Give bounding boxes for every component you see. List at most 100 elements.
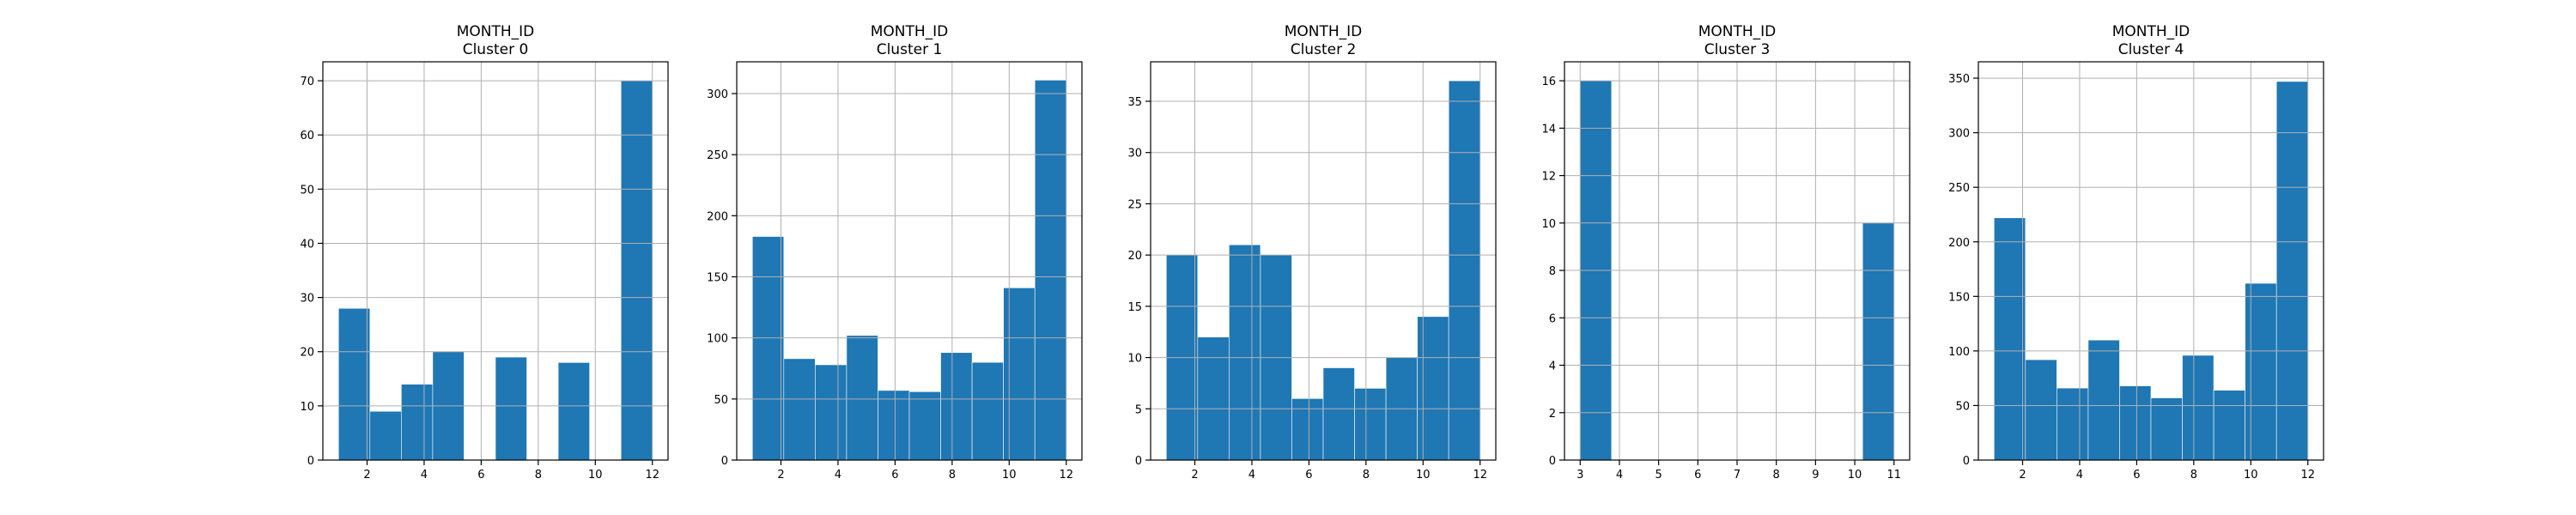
y-tick-label: 2 xyxy=(1549,408,1556,421)
y-tick-label: 70 xyxy=(300,76,314,88)
y-tick-label: 50 xyxy=(300,184,314,197)
histogram-bar xyxy=(1322,367,1355,461)
y-tick-label: 200 xyxy=(707,210,728,223)
histogram-bar xyxy=(1417,316,1449,461)
histogram-bar xyxy=(971,361,1004,461)
x-tick-label: 8 xyxy=(949,469,956,482)
y-tick-label: 30 xyxy=(300,293,314,306)
histogram-bar xyxy=(908,391,941,461)
x-tick-label: 10 xyxy=(588,469,603,482)
histogram-bar xyxy=(2057,387,2089,461)
histogram-bar xyxy=(815,364,848,461)
axes-frame xyxy=(1150,61,1497,461)
x-tick-label: 8 xyxy=(1773,469,1780,482)
x-tick-label: 10 xyxy=(2244,469,2258,482)
y-tick-label: 0 xyxy=(1135,455,1142,468)
y-tick-label: 12 xyxy=(1541,171,1556,184)
x-tick-label: 8 xyxy=(1363,469,1370,482)
x-tick-label: 6 xyxy=(1694,469,1701,482)
x-tick-label: 2 xyxy=(2019,469,2026,482)
x-tick-label: 10 xyxy=(1848,469,1862,482)
histogram-bar xyxy=(2182,354,2215,461)
histogram-bar xyxy=(878,390,910,461)
histogram-bar xyxy=(940,352,973,461)
y-tick-label: 300 xyxy=(1948,128,1970,141)
y-tick-label: 40 xyxy=(300,238,314,251)
chart-title: MONTH_ID xyxy=(1698,23,1777,40)
x-tick-label: 6 xyxy=(891,469,898,482)
histogram-bar xyxy=(2150,397,2183,461)
y-tick-label: 35 xyxy=(1127,96,1142,109)
x-tick-label: 4 xyxy=(2076,469,2083,482)
chart-title: MONTH_ID xyxy=(2112,23,2190,40)
x-tick-label: 3 xyxy=(1577,469,1583,482)
x-tick-label: 10 xyxy=(1002,469,1017,482)
histogram-bar xyxy=(557,362,590,461)
x-tick-label: 10 xyxy=(1416,469,1431,482)
x-tick-label: 6 xyxy=(1305,469,1312,482)
x-tick-label: 2 xyxy=(1191,469,1198,482)
x-tick-label: 12 xyxy=(1473,469,1487,482)
y-tick-label: 6 xyxy=(1549,312,1556,325)
chart-subtitle: Cluster 2 xyxy=(1291,41,1357,58)
chart-subtitle: Cluster 4 xyxy=(2118,41,2184,58)
axes-frame xyxy=(736,61,1083,461)
x-tick-label: 12 xyxy=(1059,469,1073,482)
histogram-bar xyxy=(1197,336,1230,461)
y-tick-label: 14 xyxy=(1541,123,1556,136)
y-tick-label: 150 xyxy=(707,272,728,285)
chart-subtitle: Cluster 3 xyxy=(1704,41,1771,58)
chart-title: MONTH_ID xyxy=(871,23,949,40)
y-tick-label: 350 xyxy=(1948,73,1970,86)
y-tick-label: 16 xyxy=(1541,76,1556,88)
x-tick-label: 12 xyxy=(645,469,659,482)
x-tick-label: 9 xyxy=(1812,469,1819,482)
histogram-bar xyxy=(1003,288,1036,461)
x-tick-label: 2 xyxy=(777,469,784,482)
x-tick-label: 2 xyxy=(363,469,370,482)
histogram-bar xyxy=(401,384,434,461)
x-tick-label: 12 xyxy=(2300,469,2315,482)
y-tick-label: 250 xyxy=(1948,182,1970,195)
histogram-bar xyxy=(783,358,816,461)
chart-title: MONTH_ID xyxy=(1285,23,1363,40)
x-tick-label: 11 xyxy=(1886,469,1901,482)
y-tick-label: 4 xyxy=(1549,360,1556,373)
histogram-bar xyxy=(337,307,371,461)
y-tick-label: 25 xyxy=(1127,198,1142,211)
x-tick-label: 7 xyxy=(1734,469,1741,482)
x-tick-label: 4 xyxy=(1249,469,1255,482)
chart-subtitle: Cluster 0 xyxy=(463,41,529,58)
histogram-bar xyxy=(846,335,878,461)
y-tick-label: 10 xyxy=(1541,218,1556,231)
y-tick-label: 0 xyxy=(721,455,728,468)
histogram-bar xyxy=(2087,339,2120,461)
x-tick-label: 5 xyxy=(1655,469,1662,482)
y-tick-label: 20 xyxy=(1127,250,1142,263)
y-tick-label: 0 xyxy=(307,455,314,468)
chart-title: MONTH_ID xyxy=(457,23,535,40)
x-tick-label: 8 xyxy=(2190,469,2197,482)
histogram-bar xyxy=(620,80,653,461)
y-tick-label: 60 xyxy=(300,130,314,142)
y-tick-label: 50 xyxy=(1955,400,1970,413)
histogram-bar xyxy=(1993,217,2026,461)
y-tick-label: 8 xyxy=(1549,265,1556,278)
histogram-bar xyxy=(2275,81,2309,461)
histogram-bar xyxy=(2213,390,2245,461)
y-tick-label: 100 xyxy=(1948,346,1970,359)
histogram-bar xyxy=(2025,359,2057,461)
y-tick-label: 5 xyxy=(1135,403,1142,416)
axes-frame xyxy=(1978,61,2324,461)
histogram-bar xyxy=(1448,80,1481,461)
y-tick-label: 150 xyxy=(1948,291,1970,304)
y-tick-label: 300 xyxy=(707,88,728,101)
x-tick-label: 4 xyxy=(1616,469,1623,482)
histogram-bar xyxy=(1034,80,1067,461)
